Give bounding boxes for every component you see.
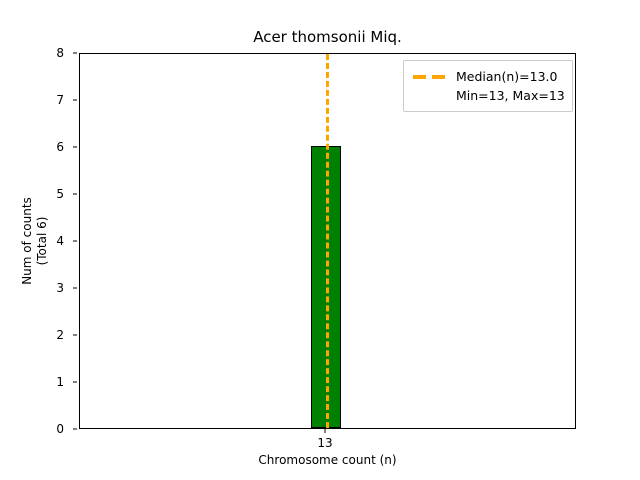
legend-item-median: Median(n)=13.0 [412,67,564,86]
legend: Median(n)=13.0 Min=13, Max=13 [403,60,573,112]
y-tick-mark [73,334,77,336]
y-axis-ticks: 0 1 2 3 4 5 6 7 8 [0,47,77,435]
y-tick-label: 0 [56,422,64,436]
y-tick-mark [73,52,77,54]
y-tick-label: 5 [56,187,64,201]
legend-label-median: Median(n)=13.0 [456,69,558,84]
y-tick-label: 6 [56,140,64,154]
x-tick-label: 13 [317,436,333,450]
y-tick-label: 4 [56,234,64,248]
y-tick-mark [73,193,77,195]
y-tick-label: 2 [56,328,64,342]
y-tick-mark [73,240,77,242]
y-tick-mark [73,146,77,148]
median-line [326,54,329,428]
x-axis-ticks: 13 [79,429,576,459]
x-tick-mark [324,429,326,433]
x-axis-label: Chromosome count (n) [258,453,397,467]
y-tick-mark [73,99,77,101]
y-tick-label: 7 [56,93,64,107]
y-tick-label: 8 [56,46,64,60]
y-tick-mark [73,381,77,383]
y-tick-mark [73,428,77,430]
legend-item-minmax: Min=13, Max=13 [412,86,565,105]
plot-area [79,53,576,429]
y-axis-label: Num of counts (Total 6) [20,197,49,285]
page-title: Acer thomsonii Miq. [253,28,402,46]
dashed-line-icon [412,71,448,83]
legend-label-minmax: Min=13, Max=13 [456,88,565,103]
y-tick-mark [73,287,77,289]
y-tick-label: 3 [56,281,64,295]
y-tick-label: 1 [56,375,64,389]
